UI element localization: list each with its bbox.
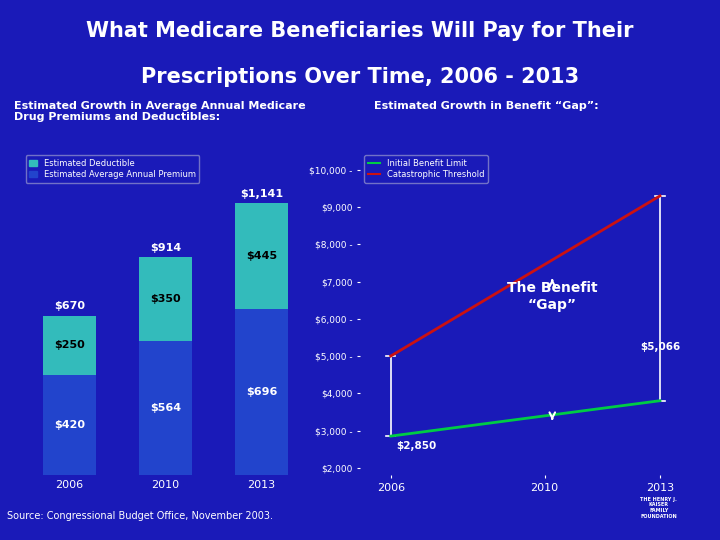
Text: $250: $250 [54,340,85,350]
Text: What Medicare Beneficiaries Will Pay for Their: What Medicare Beneficiaries Will Pay for… [86,21,634,41]
Text: $1,141: $1,141 [240,189,283,199]
Text: $2,850: $2,850 [397,441,437,451]
Bar [139,258,192,341]
Text: $564: $564 [150,403,181,413]
Text: $420: $420 [54,420,85,430]
Text: Estimated Growth in Average Annual Medicare
Drug Premiums and Deductibles:: Estimated Growth in Average Annual Medic… [14,100,306,123]
Text: $5,066: $5,066 [641,342,681,353]
Bar [43,315,96,375]
Text: $914: $914 [150,243,181,253]
Legend: Estimated Deductible, Estimated Average Annual Premium: Estimated Deductible, Estimated Average … [26,156,199,183]
Bar [235,204,288,309]
Text: $670: $670 [54,301,85,311]
Legend: Initial Benefit Limit, Catastrophic Threshold: Initial Benefit Limit, Catastrophic Thre… [364,156,487,183]
Bar [235,309,288,475]
Text: Source: Congressional Budget Office, November 2003.: Source: Congressional Budget Office, Nov… [7,511,273,521]
Bar [43,375,96,475]
Text: THE HENRY J.
KAISER
FAMILY
FOUNDATION: THE HENRY J. KAISER FAMILY FOUNDATION [640,497,678,519]
Bar [139,341,192,475]
Text: $445: $445 [246,252,277,261]
Text: $696: $696 [246,387,277,397]
Text: Estimated Growth in Benefit “Gap”:: Estimated Growth in Benefit “Gap”: [374,100,599,111]
Text: The Benefit
“Gap”: The Benefit “Gap” [507,281,598,312]
Text: Prescriptions Over Time, 2006 - 2013: Prescriptions Over Time, 2006 - 2013 [141,67,579,87]
Text: $350: $350 [150,294,181,304]
